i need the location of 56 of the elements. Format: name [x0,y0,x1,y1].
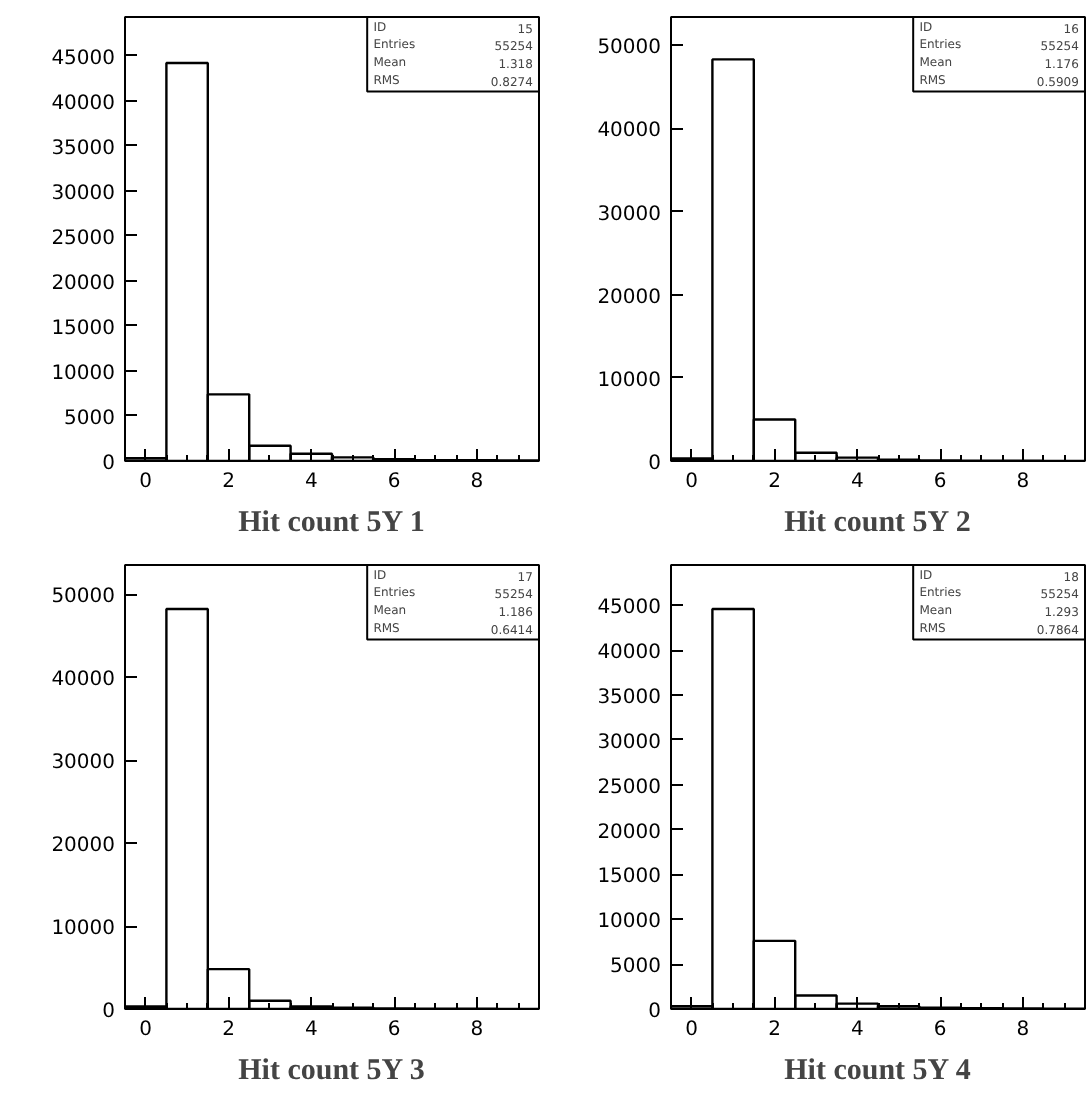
y-tick-label: 0 [648,453,662,475]
x-tick-label: 0 [685,471,699,493]
y-tick-label: 10000 [597,911,661,934]
y-tick-label: 30000 [597,203,661,226]
y-tick-label: 0 [102,453,116,475]
y-tick-label: 5000 [610,956,662,979]
x-tick-label: 6 [387,471,401,493]
y-tick-label: 35000 [51,137,115,160]
x-tick-label: 2 [222,471,235,493]
x-tick-label: 6 [387,1019,401,1041]
y-tick-label: 15000 [597,866,661,889]
text: Hit count 5Y 2 [784,507,971,539]
x-tick-label: 0 [139,471,153,493]
y-tick-label: 20000 [597,286,661,309]
y-tick-label: 45000 [51,47,115,70]
y-tick-label: 0 [648,1001,662,1023]
y-tick-label: 30000 [51,752,115,775]
x-tick-label: 6 [933,1019,947,1041]
text: Hit count 5Y 3 [238,1055,425,1087]
y-tick-label: 30000 [597,731,661,754]
x-tick-label: 0 [685,1019,699,1041]
y-tick-label: 5000 [64,407,116,430]
y-tick-label: 15000 [51,317,115,340]
y-tick-label: 45000 [597,597,661,620]
x-tick-label: 0 [139,1019,153,1041]
y-tick-label: 40000 [597,120,661,143]
y-tick-label: 35000 [597,687,661,710]
y-tick-label: 20000 [51,835,115,858]
y-tick-label: 20000 [51,272,115,295]
y-tick-label: 10000 [51,362,115,385]
x-tick-label: 8 [1016,1019,1030,1041]
x-tick-label: 4 [304,1019,318,1041]
y-tick-label: 25000 [51,227,115,250]
x-tick-label: 8 [470,471,484,493]
x-tick-label: 2 [768,471,781,493]
y-tick-label: 50000 [597,37,661,60]
text: Hit count 5Y 1 [238,507,425,539]
y-tick-label: 40000 [51,669,115,692]
y-tick-label: 40000 [597,642,661,665]
x-tick-label: 8 [1016,471,1030,493]
x-tick-label: 4 [850,471,864,493]
y-tick-label: 25000 [597,776,661,799]
y-tick-label: 40000 [51,92,115,115]
y-tick-label: 10000 [51,918,115,941]
y-tick-label: 20000 [597,821,661,844]
x-tick-label: 8 [470,1019,484,1041]
y-tick-label: 30000 [51,182,115,205]
x-tick-label: 2 [768,1019,781,1041]
y-tick-label: 50000 [51,586,115,609]
y-tick-label: 0 [102,1001,116,1023]
x-tick-label: 6 [933,471,947,493]
x-tick-label: 2 [222,1019,235,1041]
y-tick-label: 10000 [597,369,661,392]
x-tick-label: 4 [850,1019,864,1041]
text: Hit count 5Y 4 [784,1055,972,1087]
x-tick-label: 4 [304,471,318,493]
